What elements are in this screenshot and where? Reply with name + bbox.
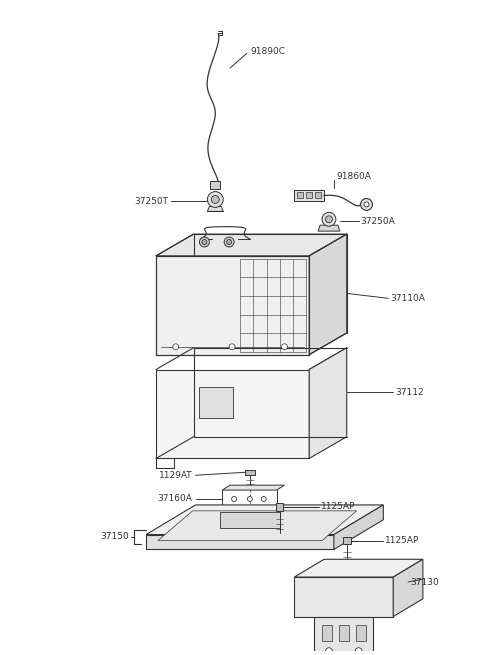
Polygon shape bbox=[318, 225, 340, 231]
Polygon shape bbox=[156, 234, 347, 256]
Circle shape bbox=[355, 648, 362, 654]
Circle shape bbox=[281, 344, 288, 350]
Circle shape bbox=[322, 212, 336, 226]
Polygon shape bbox=[309, 234, 347, 354]
Polygon shape bbox=[294, 559, 423, 577]
Text: 1125AP: 1125AP bbox=[385, 536, 420, 545]
Polygon shape bbox=[393, 559, 423, 616]
Polygon shape bbox=[315, 192, 321, 198]
Text: 1129AT: 1129AT bbox=[159, 471, 192, 479]
Polygon shape bbox=[222, 485, 285, 490]
Circle shape bbox=[200, 237, 209, 247]
Polygon shape bbox=[309, 348, 347, 458]
Circle shape bbox=[229, 344, 235, 350]
Circle shape bbox=[211, 196, 219, 204]
Text: 37112: 37112 bbox=[395, 388, 424, 397]
Polygon shape bbox=[306, 192, 312, 198]
Text: 37250A: 37250A bbox=[360, 217, 396, 226]
Circle shape bbox=[227, 240, 231, 244]
Circle shape bbox=[247, 496, 252, 502]
Polygon shape bbox=[322, 624, 332, 641]
Polygon shape bbox=[146, 534, 334, 550]
Polygon shape bbox=[245, 470, 255, 476]
Circle shape bbox=[173, 344, 179, 350]
Polygon shape bbox=[146, 505, 384, 534]
Text: 1125AP: 1125AP bbox=[321, 502, 355, 512]
Circle shape bbox=[325, 648, 333, 654]
Polygon shape bbox=[314, 616, 373, 655]
Circle shape bbox=[364, 202, 369, 207]
Polygon shape bbox=[276, 503, 284, 511]
Circle shape bbox=[224, 237, 234, 247]
Text: 37250T: 37250T bbox=[134, 197, 168, 206]
Polygon shape bbox=[297, 192, 303, 198]
Polygon shape bbox=[199, 387, 233, 419]
Polygon shape bbox=[294, 577, 393, 616]
Circle shape bbox=[207, 192, 223, 208]
Text: 91890C: 91890C bbox=[250, 47, 285, 56]
Polygon shape bbox=[210, 181, 220, 189]
Polygon shape bbox=[356, 624, 366, 641]
Circle shape bbox=[261, 496, 266, 502]
Text: 91860A: 91860A bbox=[337, 172, 372, 181]
Polygon shape bbox=[343, 536, 351, 544]
Polygon shape bbox=[294, 189, 324, 202]
Polygon shape bbox=[334, 505, 384, 550]
Polygon shape bbox=[207, 206, 223, 212]
Polygon shape bbox=[220, 512, 279, 528]
Text: 37160A: 37160A bbox=[158, 495, 192, 504]
Polygon shape bbox=[156, 369, 309, 458]
Text: 37110A: 37110A bbox=[390, 294, 425, 303]
Circle shape bbox=[360, 198, 372, 210]
Circle shape bbox=[325, 215, 333, 223]
Circle shape bbox=[202, 240, 207, 244]
Polygon shape bbox=[156, 256, 309, 354]
Text: 37130: 37130 bbox=[410, 578, 439, 586]
Polygon shape bbox=[158, 511, 357, 540]
Text: 37150: 37150 bbox=[100, 532, 129, 541]
Polygon shape bbox=[339, 624, 349, 641]
Circle shape bbox=[231, 496, 237, 502]
